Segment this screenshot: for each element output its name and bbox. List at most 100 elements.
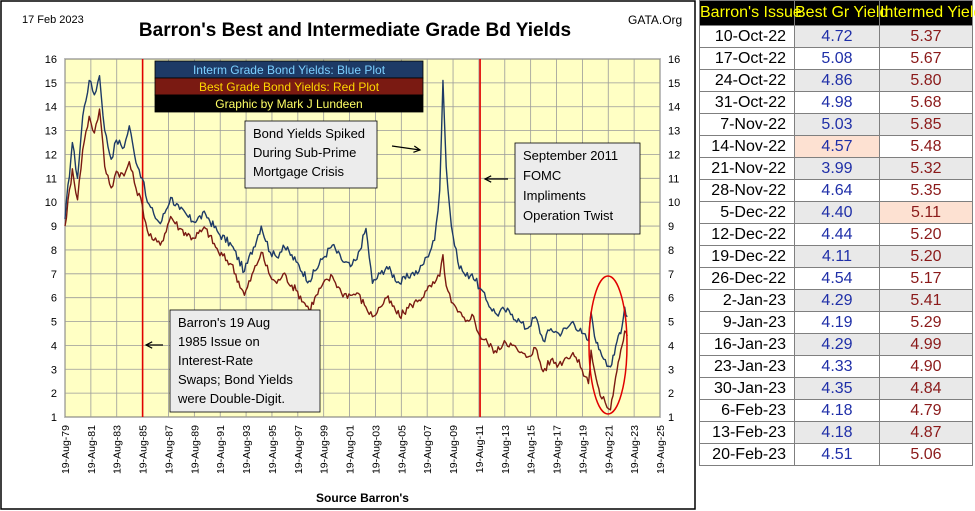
- issue-cell: 23-Jan-23: [699, 355, 795, 378]
- interm-yield-cell: 4.79: [879, 399, 973, 422]
- interm-yield-cell: 5.67: [879, 47, 973, 70]
- subprime-note-line: Mortgage Crisis: [253, 164, 345, 179]
- interm-yield-cell: 5.80: [879, 69, 973, 92]
- table-row: 2-Jan-23 4.29 5.41: [699, 289, 973, 312]
- best-yield-cell: 4.18: [794, 421, 880, 444]
- y-tick-label-right: 14: [668, 102, 680, 114]
- best-yield-cell: 4.18: [794, 399, 880, 422]
- y-tick-label-right: 7: [668, 269, 674, 281]
- table-row: 14-Nov-22 4.57 5.48: [699, 135, 973, 158]
- issue-cell: 6-Feb-23: [699, 399, 795, 422]
- subprime-arrow: [391, 145, 421, 151]
- best-yield-cell: 4.33: [794, 355, 880, 378]
- x-tick-label: 19-Aug-97: [293, 425, 305, 474]
- interm-yield-cell: 5.06: [879, 443, 973, 466]
- y-tick-label-right: 6: [668, 293, 674, 305]
- y-tick-label-right: 13: [668, 126, 680, 138]
- x-tick-label: 19-Aug-11: [474, 425, 486, 473]
- best-yield-cell: 4.40: [794, 201, 880, 224]
- legend-entry-2: Graphic by Mark J Lundeen: [215, 97, 362, 111]
- interm-yield-cell: 5.29: [879, 311, 973, 334]
- y-tick-label-left: 9: [51, 221, 57, 233]
- subprime-note-line: Bond Yields Spiked: [253, 126, 365, 141]
- best-yield-cell: 4.35: [794, 377, 880, 400]
- issue-cell: 17-Oct-22: [699, 47, 795, 70]
- table-row: 9-Jan-23 4.19 5.29: [699, 311, 973, 334]
- y-tick-label-left: 8: [51, 245, 57, 257]
- y-tick-label-right: 12: [668, 149, 680, 161]
- x-tick-label: 19-Aug-93: [241, 425, 253, 474]
- y-tick-label-right: 2: [668, 388, 674, 400]
- y-tick-label-left: 6: [51, 293, 57, 305]
- interm-yield-cell: 5.20: [879, 245, 973, 268]
- interm-yield-cell: 5.48: [879, 135, 973, 158]
- table-row: 13-Feb-23 4.18 4.87: [699, 421, 973, 444]
- table-row: 6-Feb-23 4.18 4.79: [699, 399, 973, 422]
- chart-panel: 17 Feb 2023 Barron's Best and Intermediat…: [0, 0, 696, 510]
- subprime-note-box: [244, 120, 378, 189]
- table-row: 10-Oct-22 4.72 5.37: [699, 25, 973, 48]
- x-axis-label: Source Barron's: [316, 491, 409, 505]
- table-row: 31-Oct-22 4.98 5.68: [699, 91, 973, 114]
- series-line-interm: [64, 75, 628, 368]
- y-tick-label-right: 1: [668, 412, 674, 424]
- table-row: 26-Dec-22 4.54 5.17: [699, 267, 973, 290]
- table-row: 5-Dec-22 4.40 5.11: [699, 201, 973, 224]
- interm-yield-cell: 5.41: [879, 289, 973, 312]
- legend-box-2: [154, 94, 424, 113]
- interm-yield-cell: 4.99: [879, 333, 973, 356]
- twist-note-box: [514, 142, 641, 235]
- twist-note-line: Operation Twist: [523, 208, 613, 223]
- header-best-yield: Best Gr Yield: [794, 0, 888, 26]
- y-tick-label-right: 11: [668, 173, 679, 185]
- interm-yield-cell: 5.20: [879, 223, 973, 246]
- y-tick-label-left: 1: [51, 412, 57, 424]
- x-tick-label: 19-Aug-21: [603, 425, 615, 474]
- y-tick-label-right: 9: [668, 221, 674, 233]
- y-tick-label-left: 2: [51, 388, 57, 400]
- interm-yield-cell: 5.17: [879, 267, 973, 290]
- legend-entry-1: Best Grade Bond Yields: Red Plot: [199, 80, 380, 94]
- x-tick-label: 19-Aug-05: [396, 425, 408, 474]
- x-tick-label: 19-Aug-23: [629, 425, 641, 474]
- issue-cell: 10-Oct-22: [699, 25, 795, 48]
- swaps-note-line: Barron's 19 Aug: [178, 315, 270, 330]
- subprime-arrow-head: [413, 145, 422, 153]
- interm-yield-cell: 4.90: [879, 355, 973, 378]
- yield-table: Barron's Issue Best Gr Yield Intermed Yi…: [699, 0, 975, 466]
- best-yield-cell: 4.11: [794, 245, 880, 268]
- best-yield-cell: 4.86: [794, 69, 880, 92]
- twist-note-line: Impliments: [523, 188, 586, 203]
- legend-entry-0: Interm Grade Bond Yields: Blue Plot: [193, 63, 386, 77]
- table-header-row: Barron's Issue Best Gr Yield Intermed Yi…: [699, 0, 975, 26]
- y-tick-label-right: 5: [668, 317, 674, 329]
- interm-yield-cell: 5.37: [879, 25, 973, 48]
- x-tick-label: 19-Aug-07: [422, 425, 434, 474]
- best-yield-cell: 5.08: [794, 47, 880, 70]
- y-tick-label-left: 11: [46, 173, 57, 185]
- issue-cell: 7-Nov-22: [699, 113, 795, 136]
- best-yield-cell: 5.03: [794, 113, 880, 136]
- x-tick-label: 19-Aug-95: [267, 425, 279, 474]
- issue-cell: 12-Dec-22: [699, 223, 795, 246]
- x-tick-label: 19-Aug-25: [655, 425, 667, 474]
- best-yield-cell: 3.99: [794, 157, 880, 180]
- x-tick-label: 19-Aug-83: [112, 425, 124, 474]
- bond-yield-chart: 17 Feb 2023 Barron's Best and Intermediat…: [0, 0, 696, 510]
- best-yield-cell: 4.44: [794, 223, 880, 246]
- issue-cell: 19-Dec-22: [699, 245, 795, 268]
- table-row: 20-Feb-23 4.51 5.06: [699, 443, 973, 466]
- y-tick-label-left: 15: [45, 78, 57, 90]
- interm-yield-cell: 4.84: [879, 377, 973, 400]
- y-tick-label-left: 12: [45, 149, 57, 161]
- best-yield-cell: 4.19: [794, 311, 880, 334]
- y-tick-label-left: 3: [51, 364, 57, 376]
- y-tick-label-right: 16: [668, 54, 680, 66]
- twist-note-line: September 2011: [523, 148, 618, 163]
- best-yield-cell: 4.98: [794, 91, 880, 114]
- twist-arrow-head: [483, 175, 492, 183]
- highlight-ellipse: [588, 275, 628, 415]
- interm-yield-cell: 5.85: [879, 113, 973, 136]
- interm-yield-cell: 5.11: [879, 201, 973, 224]
- x-tick-label: 19-Aug-91: [215, 425, 227, 474]
